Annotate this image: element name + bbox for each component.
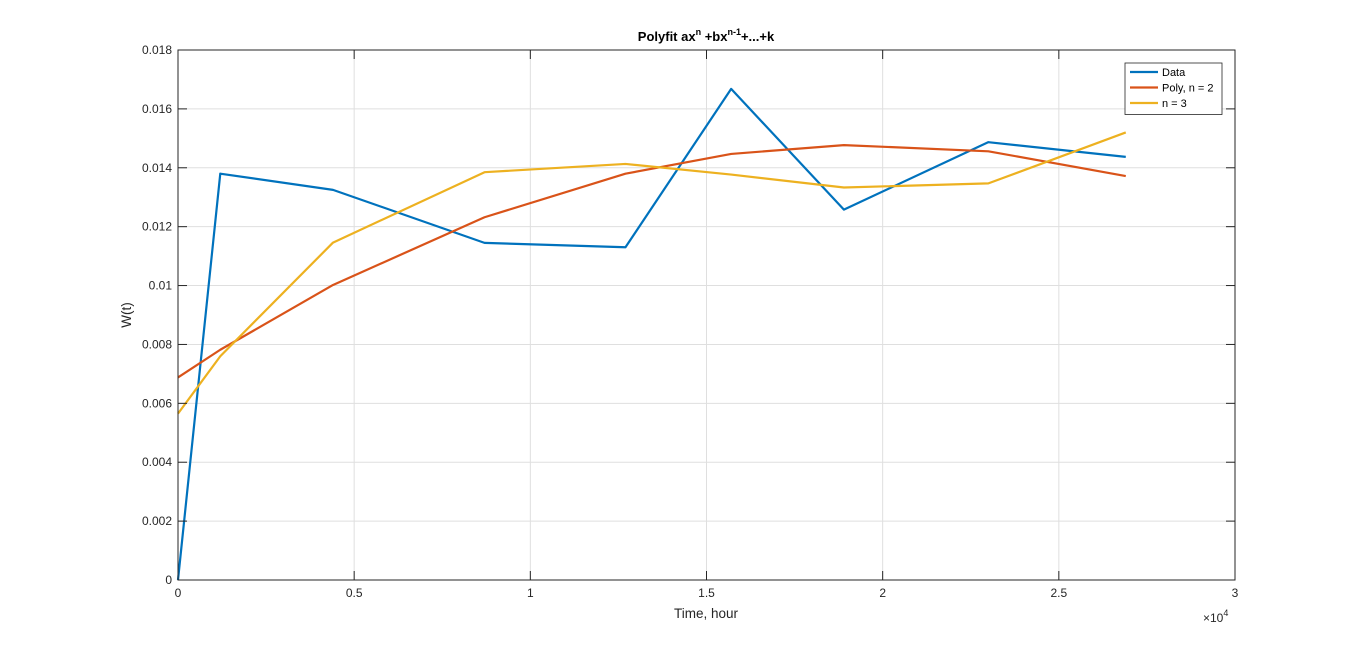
title-mid: +bx xyxy=(701,29,728,44)
y-tick-label: 0.004 xyxy=(142,455,172,469)
legend: Data Poly, n = 2 n = 3 xyxy=(1124,62,1223,115)
y-tick-label: 0.012 xyxy=(142,220,172,234)
series-line-3 xyxy=(177,131,1127,415)
x-exponent-power: 4 xyxy=(1223,608,1228,618)
x-tick-label: 1.5 xyxy=(698,586,715,600)
series-line-1 xyxy=(176,87,1126,581)
title-sup-n-minus-1: n-1 xyxy=(727,27,741,37)
x-tick-label: 2.5 xyxy=(1050,586,1067,600)
x-tick-label: 3 xyxy=(1232,586,1239,600)
y-axis-label: W(t) xyxy=(119,302,134,327)
title-end: +...+k xyxy=(741,29,775,44)
legend-label: Data xyxy=(1162,67,1186,79)
y-tick-label: 0.016 xyxy=(142,102,172,116)
y-tick-label: 0.008 xyxy=(142,337,172,351)
series-group xyxy=(176,87,1127,581)
x-tick-label: 0 xyxy=(175,586,182,600)
y-tick-label: 0.014 xyxy=(142,161,172,175)
axis-ticks: 0 0.5 1 1.5 2 2.5 3 0 0.002 0.004 0.006 0.008 0.01 0.… xyxy=(142,43,1239,600)
title-sup-n: n xyxy=(696,27,702,37)
y-tick-label: 0 xyxy=(165,573,172,587)
y-tick-label: 0.002 xyxy=(142,514,172,528)
legend-label: Poly, n = 2 xyxy=(1162,83,1213,95)
chart-title: Polyfit axn +bxn-1+...+k xyxy=(638,27,775,44)
y-tick-label: 0.018 xyxy=(142,43,172,57)
legend-label: n = 3 xyxy=(1162,98,1187,110)
x-tick-label: 1 xyxy=(527,586,534,600)
y-tick-label: 0.01 xyxy=(149,279,173,293)
x-tick-label: 0.5 xyxy=(346,586,363,600)
title-base: Polyfit ax xyxy=(638,29,697,44)
series-line-2 xyxy=(177,144,1126,379)
x-axis-exponent: ×104 xyxy=(1203,608,1228,625)
x-exponent-base: ×10 xyxy=(1203,611,1224,625)
y-tick-label: 0.006 xyxy=(142,396,172,410)
x-axis-label: Time, hour xyxy=(674,606,739,621)
x-tick-label: 2 xyxy=(879,586,886,600)
